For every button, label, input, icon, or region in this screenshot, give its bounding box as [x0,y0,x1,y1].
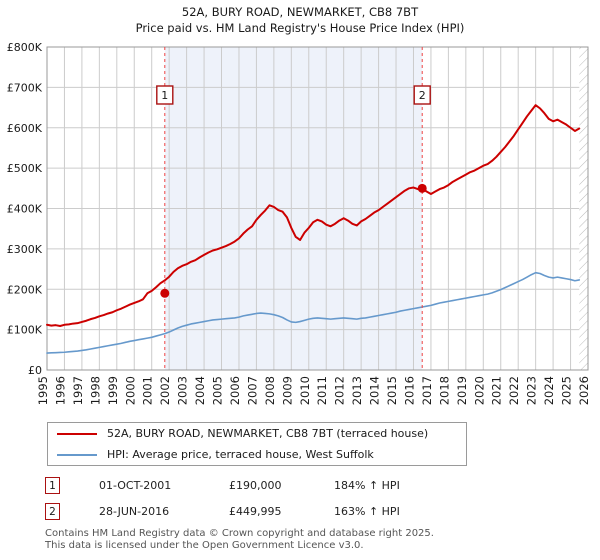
x-axis-tick-label: 2017 [420,376,434,405]
price-history-chart: £0 £100K £200K £300K £400K £500K £600K £700K £80… [7,41,591,405]
x-axis-tick-label: 2009 [280,376,294,405]
no-data-band [579,47,588,370]
chart-legend: 52A, BURY ROAD, NEWMARKET, CB8 7BT (terr… [47,422,467,466]
licence-footer: Contains HM Land Registry data © Crown c… [45,528,585,552]
sale-hpi-delta-2: 163% ↑ HPI [334,504,400,518]
sales-table: 1 01-OCT-2001 £190,000 184% ↑ HPI 2 28-J… [45,472,475,524]
x-axis-tick-label: 1997 [71,376,85,405]
legend-label-hpi: HPI: Average price, terraced house, West… [107,448,374,461]
x-axis-tick-label: 2022 [507,376,521,405]
sale-date-2: 28-JUN-2016 [99,504,170,518]
y-axis-tick-label: £300K [7,243,43,256]
x-axis-tick-label: 2016 [402,376,416,405]
sale-point-2[interactable] [417,183,427,193]
x-axis-tick-label: 2023 [525,376,539,405]
x-axis-tick-label: 2019 [455,376,469,405]
sale-point-1[interactable] [160,288,170,298]
y-axis-tick-label: £700K [7,81,43,94]
sale-callout-label-2: 2 [419,89,426,102]
sale-price-2: £449,995 [229,504,282,518]
legend-item-price-paid: 52A, BURY ROAD, NEWMARKET, CB8 7BT (terr… [48,423,466,444]
x-axis-tick-label: 2004 [193,376,207,405]
y-axis-tick-label: £200K [7,283,43,296]
title-line-1: 52A, BURY ROAD, NEWMARKET, CB8 7BT [181,5,419,19]
x-axis-tick-label: 2025 [560,376,574,405]
footer-line-1: Contains HM Land Registry data © Crown c… [45,528,434,539]
footer-line-2: This data is licensed under the Open Gov… [45,540,364,551]
sale-date-1: 01-OCT-2001 [99,478,172,492]
series-line-hpi [46,271,581,354]
y-axis-tick-label: £500K [7,162,43,175]
y-axis-tick-label: £800K [7,41,43,54]
x-axis-tick-label: 1996 [53,376,67,405]
sale-badge-2: 2 [45,502,60,520]
x-axis-tick-label: 2011 [315,376,329,405]
y-axis-tick-label: £0 [28,364,42,377]
x-axis-tick-label: 2021 [490,376,504,405]
x-axis-tick-label: 2008 [263,376,277,405]
x-axis-tick-label: 2006 [228,376,242,405]
x-axis-tick-label: 1995 [36,376,50,405]
x-axis-tick-label: 2002 [158,376,172,405]
sale-callout-box-1[interactable] [156,85,174,105]
x-axis-tick-label: 2005 [211,376,225,405]
y-axis-tick-label: £400K [7,203,43,216]
chart-svg: £0 £100K £200K £300K £400K £500K £600K £700K £80… [7,41,591,405]
x-axis-tick-label: 2013 [350,376,364,405]
x-axis-tick-label: 2003 [176,376,190,405]
title-line-2: Price paid vs. HM Land Registry's House … [135,21,465,35]
plot-frame [46,46,589,371]
x-axis-tick-label: 2026 [577,376,591,405]
sale-price-1: £190,000 [229,478,282,492]
x-axis-tick-label: 2014 [368,376,382,405]
page-title: 52A, BURY ROAD, NEWMARKET, CB8 7BT Price… [0,4,600,36]
legend-swatch-hpi [57,453,97,456]
table-row: 2 28-JUN-2016 £449,995 163% ↑ HPI [45,498,475,524]
y-axis-tick-label: £600K [7,122,43,135]
x-axis-tick-label: 2010 [298,376,312,405]
legend-item-hpi: HPI: Average price, terraced house, West… [48,444,466,465]
x-axis-tick-label: 2012 [333,376,347,405]
x-axis-tick-label: 1998 [88,376,102,405]
table-row: 1 01-OCT-2001 £190,000 184% ↑ HPI [45,472,475,498]
x-axis-tick-label: 2001 [141,376,155,405]
legend-label-price-paid: 52A, BURY ROAD, NEWMARKET, CB8 7BT (terr… [107,427,429,440]
x-axis-tick-label: 2007 [245,376,259,405]
sale-callout-label-1: 1 [161,89,168,102]
x-axis-tick-label: 2020 [472,376,486,405]
x-axis-tick-label: 2018 [437,376,451,405]
x-axis-tick-label: 2024 [542,376,556,405]
y-axis-tick-label: £100K [7,324,43,337]
sale-hpi-delta-1: 184% ↑ HPI [334,478,400,492]
series-line-price-paid [46,104,581,327]
x-axis-tick-label: 2000 [123,376,137,405]
x-axis-tick-label: 2015 [385,376,399,405]
sale-callout-box-2[interactable] [413,85,431,105]
legend-swatch-price-paid [57,432,97,435]
sale-badge-1: 1 [45,476,60,494]
x-axis-tick-label: 1999 [106,376,120,405]
